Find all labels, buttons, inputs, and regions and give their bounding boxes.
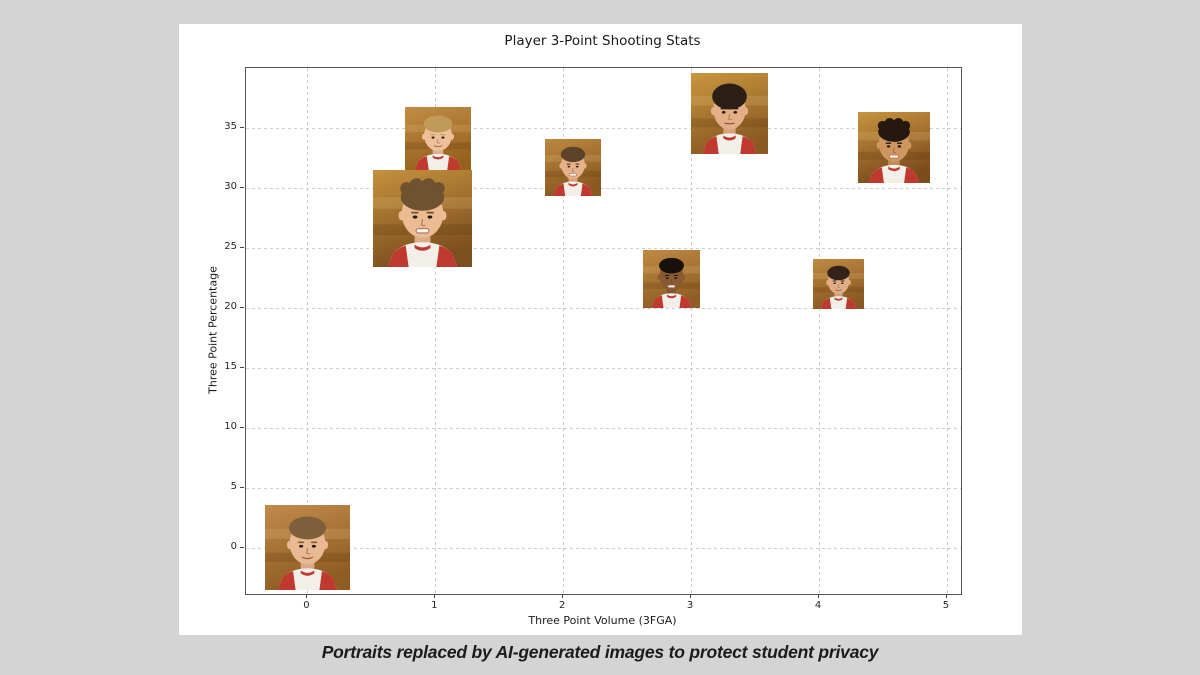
y-tick-mark [240, 247, 244, 249]
y-tick-mark [240, 547, 244, 549]
plot-area [245, 67, 962, 595]
y-gridline [246, 308, 961, 310]
y-gridline [246, 128, 961, 130]
y-tick-mark [240, 367, 244, 369]
y-tick-label: 5 [230, 481, 237, 493]
x-tick-mark [306, 594, 308, 598]
x-axis-label: Three Point Volume (3FGA) [528, 614, 677, 627]
privacy-caption: Portraits replaced by AI-generated image… [321, 642, 879, 662]
y-tick-label: 35 [224, 121, 237, 133]
y-gridline [246, 488, 961, 490]
player-portrait-4 [545, 139, 602, 197]
x-tick-mark [434, 594, 436, 598]
chart-figure: Player 3-Point Shooting Stats [179, 24, 1022, 635]
player-portrait-5 [690, 73, 768, 155]
x-tick-label: 0 [303, 600, 310, 611]
x-gridline [563, 68, 565, 594]
y-tick-mark [240, 427, 244, 429]
x-gridline [691, 68, 693, 594]
y-tick-mark [240, 127, 244, 129]
y-axis-label: Three Point Percentage [206, 266, 220, 394]
y-tick-label: 15 [224, 361, 237, 373]
x-tick-label: 3 [686, 600, 694, 611]
x-tick-label: 5 [942, 600, 950, 611]
y-tick-label: 25 [224, 241, 237, 253]
y-gridline [246, 188, 961, 190]
player-portrait-7 [812, 259, 864, 310]
player-portrait-6 [643, 250, 701, 309]
x-tick-mark [562, 594, 564, 598]
y-gridline [246, 368, 961, 370]
player-portrait-3 [404, 107, 471, 171]
x-gridline [435, 68, 437, 594]
y-tick-mark [240, 307, 244, 309]
y-tick-label: 20 [224, 301, 237, 313]
y-gridline [246, 548, 961, 550]
y-tick-mark [240, 187, 244, 189]
y-tick-label: 0 [230, 541, 237, 553]
x-tick-label: 4 [814, 600, 822, 611]
y-gridline [246, 248, 961, 250]
y-tick-label: 10 [224, 421, 237, 433]
x-gridline [819, 68, 821, 594]
chart-title: Player 3-Point Shooting Stats [504, 33, 701, 49]
player-portrait-2 [373, 169, 472, 267]
player-portrait-8 [858, 111, 931, 183]
x-tick-mark [945, 594, 947, 598]
x-gridline [307, 68, 309, 594]
x-tick-label: 2 [559, 600, 566, 611]
y-gridline [246, 428, 961, 430]
x-gridline [946, 68, 948, 594]
x-tick-label: 1 [431, 600, 438, 611]
y-tick-label: 30 [224, 181, 237, 193]
player-portrait-1 [264, 504, 350, 590]
y-tick-mark [240, 487, 244, 489]
x-tick-mark [690, 594, 692, 598]
x-tick-mark [818, 594, 820, 598]
